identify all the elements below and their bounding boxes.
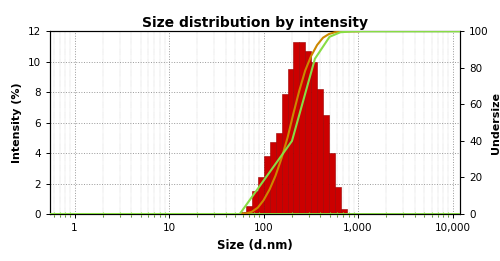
Bar — [276, 133, 281, 214]
Bar — [329, 153, 335, 214]
Y-axis label: Undersize: Undersize — [492, 92, 500, 154]
Title: Size distribution by intensity: Size distribution by intensity — [142, 16, 368, 30]
Bar — [288, 69, 294, 214]
Bar — [300, 42, 305, 214]
Bar — [323, 115, 329, 214]
X-axis label: Size (d.nm): Size (d.nm) — [217, 239, 293, 252]
Y-axis label: Intensity (%): Intensity (%) — [12, 82, 22, 163]
Bar — [294, 42, 300, 214]
Bar — [270, 143, 276, 214]
Bar — [346, 213, 352, 214]
Bar — [264, 156, 270, 214]
Bar — [282, 94, 288, 214]
Bar — [258, 177, 264, 214]
Bar — [335, 187, 340, 214]
Bar — [311, 62, 317, 214]
Bar — [240, 212, 246, 214]
Bar — [246, 206, 252, 214]
Bar — [305, 51, 311, 214]
Bar — [317, 89, 323, 214]
Bar — [252, 191, 258, 214]
Bar — [340, 209, 346, 214]
